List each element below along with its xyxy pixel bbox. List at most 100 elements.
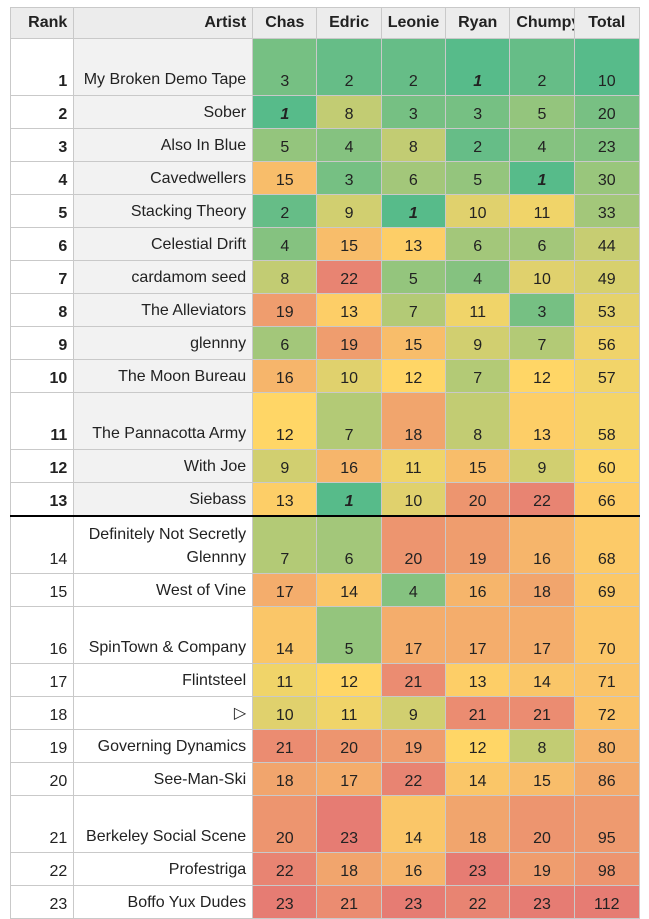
score-cell-edric[interactable]: 14 — [316, 573, 382, 607]
score-cell-chas[interactable]: 9 — [252, 449, 318, 483]
artist-cell[interactable]: Stacking Theory — [73, 194, 254, 228]
score-cell-leonie[interactable]: 13 — [380, 227, 447, 261]
score-cell-chumpy[interactable]: 8 — [509, 729, 575, 763]
score-cell-edric[interactable]: 15 — [316, 227, 382, 261]
score-cell-ryan[interactable]: 3 — [445, 95, 511, 129]
score-cell-leonie[interactable]: 15 — [380, 326, 447, 360]
artist-cell[interactable]: West of Vine — [73, 573, 254, 607]
artist-cell[interactable]: My Broken Demo Tape — [73, 38, 254, 96]
rank-cell[interactable]: 8 — [9, 293, 75, 327]
artist-cell[interactable]: Boffo Yux Dudes — [73, 885, 254, 919]
score-cell-ryan[interactable]: 17 — [445, 606, 511, 664]
artist-cell[interactable]: ▷ — [73, 696, 254, 730]
score-cell-ryan[interactable]: 7 — [445, 359, 511, 393]
rank-cell[interactable]: 19 — [9, 729, 75, 763]
score-cell-edric[interactable]: 5 — [316, 606, 382, 664]
score-cell-leonie[interactable]: 23 — [380, 885, 447, 919]
total-cell[interactable]: 112 — [573, 885, 641, 919]
score-cell-edric[interactable]: 17 — [316, 762, 382, 796]
score-cell-leonie[interactable]: 1 — [380, 194, 447, 228]
score-cell-chas[interactable]: 17 — [252, 573, 318, 607]
score-cell-ryan[interactable]: 18 — [445, 795, 511, 853]
score-cell-chumpy[interactable]: 13 — [509, 392, 575, 450]
score-cell-chumpy[interactable]: 21 — [509, 696, 575, 730]
score-cell-chas[interactable]: 23 — [252, 885, 318, 919]
score-cell-chumpy[interactable]: 18 — [509, 573, 575, 607]
score-cell-ryan[interactable]: 6 — [445, 227, 511, 261]
score-cell-chas[interactable]: 21 — [252, 729, 318, 763]
total-cell[interactable]: 72 — [573, 696, 641, 730]
rank-cell[interactable]: 16 — [9, 606, 75, 664]
header-edric[interactable]: Edric — [316, 7, 382, 39]
score-cell-chas[interactable]: 18 — [252, 762, 318, 796]
score-cell-edric[interactable]: 1 — [316, 482, 382, 517]
total-cell[interactable]: 71 — [573, 663, 641, 697]
rank-cell[interactable]: 5 — [9, 194, 75, 228]
score-cell-chas[interactable]: 20 — [252, 795, 318, 853]
score-cell-ryan[interactable]: 15 — [445, 449, 511, 483]
score-cell-edric[interactable]: 7 — [316, 392, 382, 450]
score-cell-ryan[interactable]: 1 — [445, 38, 511, 96]
artist-cell[interactable]: cardamom seed — [73, 260, 254, 294]
score-cell-ryan[interactable]: 22 — [445, 885, 511, 919]
rank-cell[interactable]: 14 — [9, 515, 75, 574]
artist-cell[interactable]: Governing Dynamics — [73, 729, 254, 763]
score-cell-chas[interactable]: 10 — [252, 696, 318, 730]
score-cell-chumpy[interactable]: 11 — [509, 194, 575, 228]
score-cell-ryan[interactable]: 19 — [445, 515, 511, 574]
artist-cell[interactable]: The Pannacotta Army — [73, 392, 254, 450]
score-cell-leonie[interactable]: 18 — [380, 392, 447, 450]
total-cell[interactable]: 10 — [573, 38, 641, 96]
total-cell[interactable]: 44 — [573, 227, 641, 261]
rank-cell[interactable]: 6 — [9, 227, 75, 261]
artist-cell[interactable]: With Joe — [73, 449, 254, 483]
total-cell[interactable]: 60 — [573, 449, 641, 483]
rank-cell[interactable]: 20 — [9, 762, 75, 796]
header-total[interactable]: Total — [573, 7, 641, 39]
header-ryan[interactable]: Ryan — [445, 7, 511, 39]
score-cell-leonie[interactable]: 19 — [380, 729, 447, 763]
score-cell-edric[interactable]: 9 — [316, 194, 382, 228]
score-cell-chas[interactable]: 14 — [252, 606, 318, 664]
score-cell-chas[interactable]: 13 — [252, 482, 318, 517]
score-cell-chumpy[interactable]: 17 — [509, 606, 575, 664]
score-cell-leonie[interactable]: 6 — [380, 161, 447, 195]
rank-cell[interactable]: 17 — [9, 663, 75, 697]
score-cell-leonie[interactable]: 17 — [380, 606, 447, 664]
score-cell-ryan[interactable]: 16 — [445, 573, 511, 607]
score-cell-edric[interactable]: 2 — [316, 38, 382, 96]
artist-cell[interactable]: Definitely Not Secretly Glennny — [73, 515, 254, 574]
total-cell[interactable]: 53 — [573, 293, 641, 327]
score-cell-chumpy[interactable]: 10 — [509, 260, 575, 294]
score-cell-chumpy[interactable]: 23 — [509, 885, 575, 919]
score-cell-chumpy[interactable]: 4 — [509, 128, 575, 162]
rank-cell[interactable]: 3 — [9, 128, 75, 162]
score-cell-chumpy[interactable]: 2 — [509, 38, 575, 96]
artist-cell[interactable]: The Moon Bureau — [73, 359, 254, 393]
score-cell-chas[interactable]: 16 — [252, 359, 318, 393]
score-cell-chas[interactable]: 12 — [252, 392, 318, 450]
score-cell-ryan[interactable]: 4 — [445, 260, 511, 294]
total-cell[interactable]: 66 — [573, 482, 641, 517]
score-cell-chumpy[interactable]: 9 — [509, 449, 575, 483]
score-cell-edric[interactable]: 20 — [316, 729, 382, 763]
score-cell-leonie[interactable]: 14 — [380, 795, 447, 853]
score-cell-edric[interactable]: 21 — [316, 885, 382, 919]
rank-cell[interactable]: 2 — [9, 95, 75, 129]
score-cell-ryan[interactable]: 21 — [445, 696, 511, 730]
score-cell-chas[interactable]: 1 — [252, 95, 318, 129]
artist-cell[interactable]: Profestriga — [73, 852, 254, 886]
score-cell-edric[interactable]: 23 — [316, 795, 382, 853]
score-cell-ryan[interactable]: 13 — [445, 663, 511, 697]
artist-cell[interactable]: The Alleviators — [73, 293, 254, 327]
score-cell-leonie[interactable]: 21 — [380, 663, 447, 697]
score-cell-leonie[interactable]: 5 — [380, 260, 447, 294]
score-cell-edric[interactable]: 6 — [316, 515, 382, 574]
score-cell-edric[interactable]: 4 — [316, 128, 382, 162]
score-cell-chas[interactable]: 22 — [252, 852, 318, 886]
score-cell-leonie[interactable]: 9 — [380, 696, 447, 730]
score-cell-chumpy[interactable]: 14 — [509, 663, 575, 697]
total-cell[interactable]: 23 — [573, 128, 641, 162]
score-cell-edric[interactable]: 10 — [316, 359, 382, 393]
header-chumpy[interactable]: Chumpy — [509, 7, 575, 39]
